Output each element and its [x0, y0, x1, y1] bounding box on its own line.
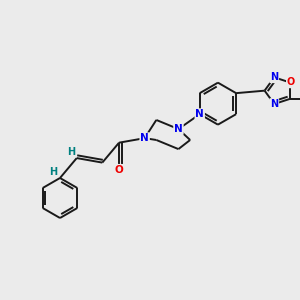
Text: N: N: [270, 99, 278, 109]
Text: O: O: [287, 77, 295, 87]
Text: N: N: [140, 133, 149, 143]
Text: N: N: [174, 124, 183, 134]
Text: N: N: [270, 72, 278, 82]
Text: H: H: [49, 167, 57, 177]
Text: O: O: [115, 165, 123, 175]
Text: H: H: [67, 147, 75, 157]
Text: N: N: [195, 109, 204, 119]
